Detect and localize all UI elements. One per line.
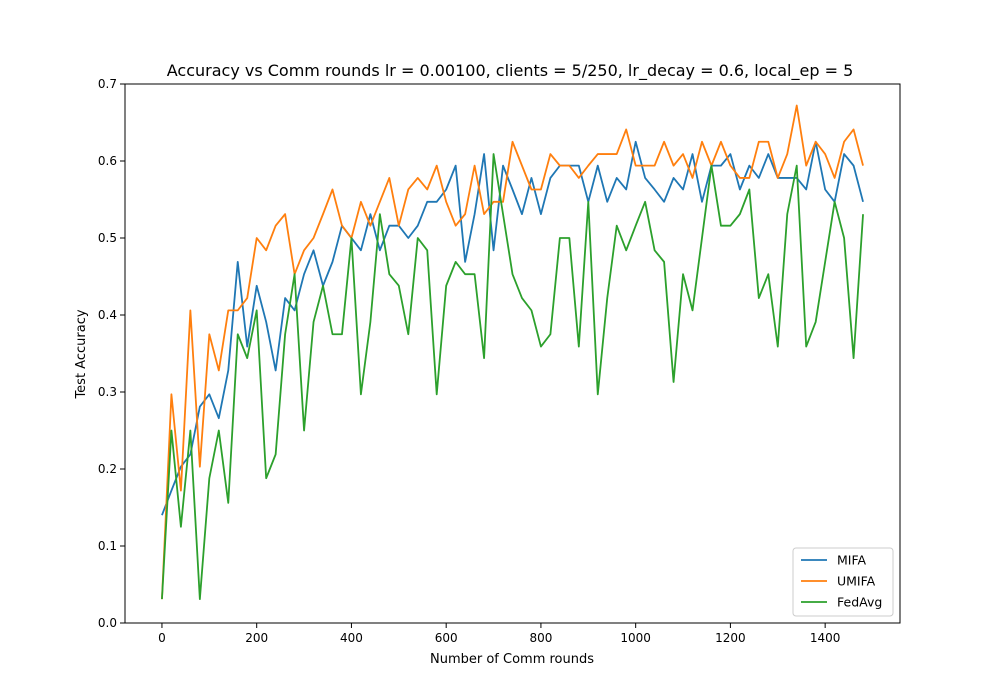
y-tick-label: 0.4 xyxy=(98,308,117,322)
legend-label-fedavg: FedAvg xyxy=(837,595,882,610)
legend-label-umifa: UMIFA xyxy=(837,574,876,589)
series-line-fedavg xyxy=(161,153,864,601)
y-tick-label: 0.0 xyxy=(98,616,117,630)
x-axis-label: Number of Comm rounds xyxy=(430,652,594,667)
x-tick-label: 800 xyxy=(529,631,552,645)
x-axis: 0 200 400 600 800 1000 1200 1400 xyxy=(158,623,840,645)
y-tick-label: 0.3 xyxy=(98,385,117,399)
x-tick-label: 1200 xyxy=(715,631,746,645)
legend-label-mifa: MIFA xyxy=(837,553,867,568)
x-tick-label: 1000 xyxy=(620,631,651,645)
y-tick-label: 0.2 xyxy=(98,462,117,476)
series-line-mifa xyxy=(161,140,864,516)
y-axis: 0.0 0.1 0.2 0.3 0.4 0.5 0.6 0.7 xyxy=(98,77,125,630)
y-tick-label: 0.1 xyxy=(98,539,117,553)
y-tick-label: 0.6 xyxy=(98,154,117,168)
y-tick-label: 0.5 xyxy=(98,231,117,245)
plot-area xyxy=(161,104,864,601)
y-tick-label: 0.7 xyxy=(98,77,117,91)
legend-box xyxy=(792,547,894,617)
x-tick-label: 200 xyxy=(245,631,268,645)
x-tick-label: 0 xyxy=(158,631,166,645)
plot-frame xyxy=(124,83,901,624)
series-line-umifa xyxy=(161,104,864,600)
chart-title: Accuracy vs Comm rounds lr = 0.00100, cl… xyxy=(167,61,854,81)
x-tick-label: 600 xyxy=(435,631,458,645)
x-tick-label: 1400 xyxy=(810,631,841,645)
legend: MIFA UMIFA FedAvg xyxy=(792,547,894,617)
x-tick-label: 400 xyxy=(340,631,363,645)
y-axis-label: Test Accuracy xyxy=(74,309,89,399)
